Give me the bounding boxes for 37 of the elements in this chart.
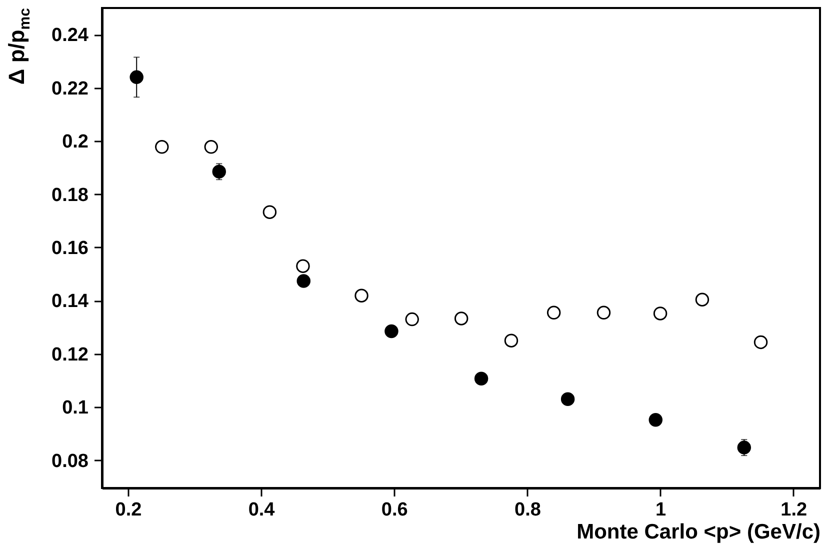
point	[354, 288, 368, 302]
x-tick-label: 1.2	[780, 500, 808, 520]
point	[296, 274, 310, 288]
y-tick-label: 0.08	[52, 450, 88, 472]
point	[754, 335, 768, 350]
point	[405, 312, 419, 326]
point	[155, 140, 169, 154]
point	[204, 140, 218, 154]
point	[474, 372, 488, 386]
y-tick-label: 0.16	[52, 238, 88, 259]
y-tick-label: 0.14	[52, 291, 89, 312]
point	[296, 259, 310, 273]
x-tick-label: 0.4	[248, 500, 276, 520]
x-tick-label: 1	[656, 500, 667, 520]
y-tick-label: 0.24	[52, 25, 89, 46]
point	[130, 70, 144, 84]
y-tick-label: 0.1	[62, 398, 89, 419]
x-tick-label: 0.8	[514, 500, 541, 520]
y-tick-label: 0.12	[52, 344, 88, 366]
point	[596, 306, 611, 320]
point	[212, 164, 226, 178]
x-axis-title: Monte Carlo <p> (GeV/c)	[576, 520, 820, 544]
point	[560, 392, 575, 406]
point	[737, 440, 752, 454]
y-tick-label: 0.2	[62, 132, 88, 153]
x-tick-label: 0.6	[381, 500, 408, 520]
y-tick-label: 0.22	[52, 78, 88, 100]
point	[262, 205, 277, 219]
point	[695, 292, 710, 306]
point	[546, 306, 561, 320]
point	[454, 312, 468, 326]
point	[384, 324, 398, 338]
point	[648, 413, 663, 427]
x-tick-label: 0.2	[115, 500, 142, 520]
point	[504, 334, 518, 348]
point	[653, 306, 668, 320]
y-tick-label: 0.18	[52, 184, 88, 206]
